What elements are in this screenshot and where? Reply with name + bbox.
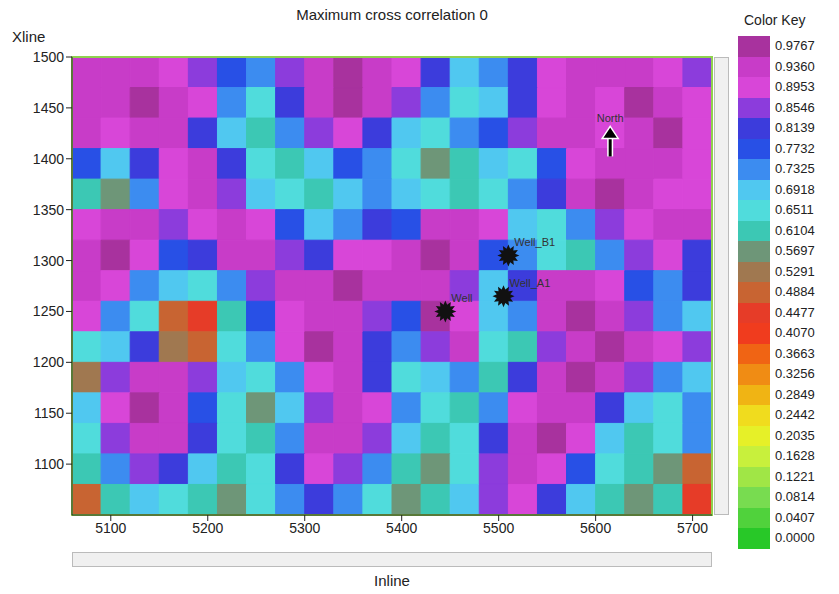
html-text:0.9767: 0.9767 <box>775 38 815 53</box>
html-text:Color Key: Color Key <box>744 12 806 28</box>
svg-text:Well_B1: Well_B1 <box>514 236 555 248</box>
svg-text:1350: 1350 <box>33 202 64 218</box>
svg-text:1100: 1100 <box>34 456 64 472</box>
html-text:0.8953: 0.8953 <box>775 79 815 94</box>
html-text:0.2442: 0.2442 <box>775 407 815 422</box>
html-text:0.2849: 0.2849 <box>775 386 815 402</box>
svg-text:1500: 1500 <box>33 49 64 65</box>
html-text:0.4070: 0.4070 <box>775 325 815 340</box>
html-text:0.4884: 0.4884 <box>775 284 815 299</box>
svg-text:Well: Well <box>451 292 472 304</box>
html-text:0.8139: 0.8139 <box>775 120 815 135</box>
html-text:0.7732: 0.7732 <box>775 140 815 156</box>
svg-text:1200: 1200 <box>33 354 64 370</box>
html-text:0.0407: 0.0407 <box>775 509 815 525</box>
html-text:0.7325: 0.7325 <box>775 161 815 176</box>
html-text:Xline: Xline <box>12 28 46 45</box>
svg-text:Well_A1: Well_A1 <box>510 277 551 289</box>
html-text:0.9360: 0.9360 <box>775 58 815 74</box>
html-text:0.0000: 0.0000 <box>775 530 815 545</box>
html-text:0.6918: 0.6918 <box>775 181 815 197</box>
svg-text:5700: 5700 <box>677 520 708 536</box>
svg-text:5500: 5500 <box>483 520 514 536</box>
html-text:0.6104: 0.6104 <box>775 222 815 238</box>
svg-text:5400: 5400 <box>386 520 417 536</box>
svg-text:North: North <box>597 112 624 124</box>
html-text:0.8546: 0.8546 <box>775 99 815 115</box>
html-text:0.1628: 0.1628 <box>775 448 815 463</box>
html-text:0.3663: 0.3663 <box>775 345 815 361</box>
html-text:0.6511: 0.6511 <box>775 202 814 217</box>
svg-text:5200: 5200 <box>192 520 223 536</box>
html-text:0.0814: 0.0814 <box>775 489 815 504</box>
svg-text:1250: 1250 <box>33 303 64 319</box>
svg-text:5600: 5600 <box>580 520 611 536</box>
html-text:0.4477: 0.4477 <box>775 304 815 320</box>
svg-text:1300: 1300 <box>33 253 64 269</box>
svg-text:5100: 5100 <box>95 520 126 536</box>
svg-text:5300: 5300 <box>289 520 320 536</box>
html-text:Maximum cross correlation 0: Maximum cross correlation 0 <box>296 6 488 23</box>
svg-text:1400: 1400 <box>33 151 64 167</box>
html-text:0.1221: 0.1221 <box>775 468 815 484</box>
html-text:0.2035: 0.2035 <box>775 427 815 443</box>
html-text:0.5291: 0.5291 <box>775 263 815 279</box>
html-text:Inline: Inline <box>374 572 410 589</box>
html-text:0.5697: 0.5697 <box>775 243 815 258</box>
svg-text:1150: 1150 <box>34 405 64 421</box>
svg-text:1450: 1450 <box>33 100 64 116</box>
html-text:0.3256: 0.3256 <box>775 366 815 381</box>
